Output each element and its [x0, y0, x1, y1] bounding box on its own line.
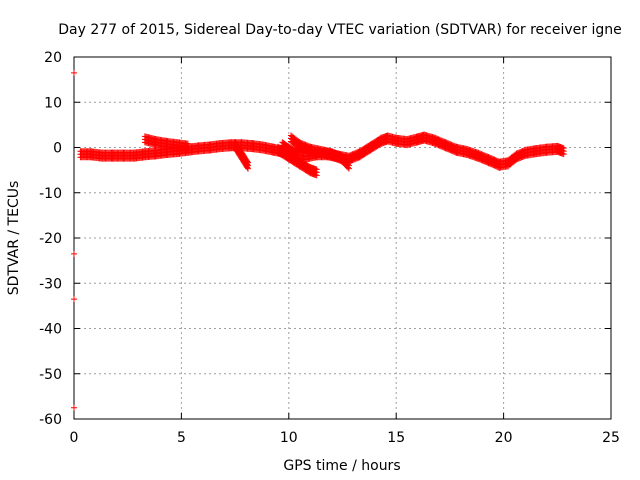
y-axis: -60 -50 -40 -30 -20 -10 0 10 20	[39, 50, 611, 428]
x-axis-label: GPS time / hours	[283, 458, 400, 474]
grid	[74, 57, 611, 419]
data-point	[71, 250, 77, 257]
data-point	[184, 146, 191, 153]
data-point	[294, 154, 301, 161]
data-point	[244, 165, 251, 172]
chart-title: Day 277 of 2015, Sidereal Day-to-day VTE…	[58, 22, 621, 38]
y-tick-label: 0	[53, 141, 62, 157]
x-tick-label: 25	[602, 430, 620, 446]
y-tick-label: 20	[44, 50, 62, 66]
y-tick-label: -10	[39, 186, 62, 202]
data-point	[560, 151, 567, 158]
y-tick-label: 10	[44, 95, 62, 111]
y-tick-label: -50	[39, 367, 62, 383]
data-point	[71, 69, 77, 76]
y-tick-label: -40	[39, 322, 62, 338]
data-point	[345, 165, 352, 172]
y-tick-label: -30	[39, 276, 62, 292]
x-tick-label: 20	[495, 430, 513, 446]
y-tick-label: -60	[39, 412, 62, 428]
y-tick-label: -20	[39, 231, 62, 247]
y-axis-label: SDTVAR / TECUs	[6, 181, 22, 296]
x-tick-label: 10	[280, 430, 298, 446]
x-tick-label: 5	[177, 430, 186, 446]
x-tick-label: 0	[70, 430, 79, 446]
data-point	[71, 296, 77, 303]
data-point	[71, 404, 77, 411]
data-point	[313, 172, 320, 179]
x-tick-label: 15	[387, 430, 405, 446]
x-axis: 0 5 10 15 20 25	[70, 57, 620, 446]
data-points	[71, 69, 567, 411]
plot-area	[73, 56, 612, 420]
